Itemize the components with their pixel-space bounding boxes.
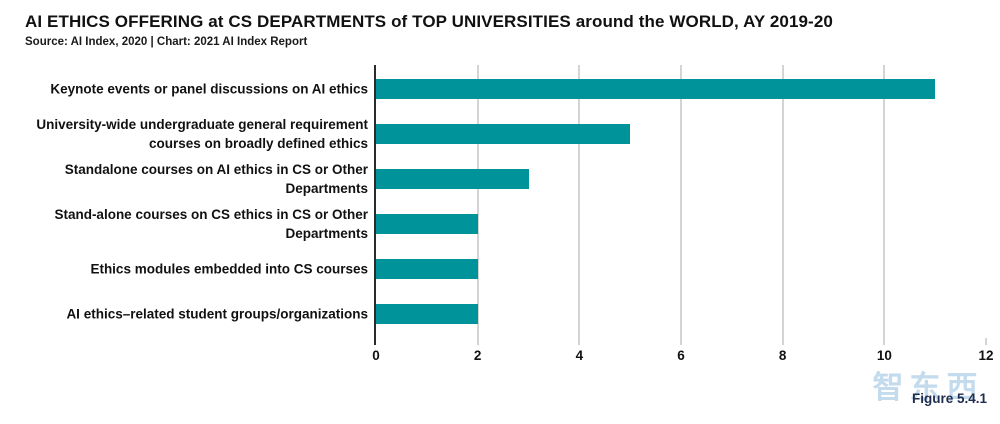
x-tick-label-12: 12 [978,348,994,363]
bar-5 [376,304,478,324]
category-label-5: AI ethics–related student groups/organiz… [66,306,368,322]
x-tick-12 [985,338,987,345]
gridline-x-2 [476,65,479,338]
category-label-3: Stand-alone courses on CS ethics in CS o… [54,207,368,241]
x-tick-8 [781,338,784,345]
bar-1 [376,124,631,144]
gridline-x-6 [680,65,682,338]
x-tick-label-0: 0 [372,348,380,363]
x-tick-label-10: 10 [876,348,892,363]
bar-2 [376,169,529,189]
bar-3 [376,214,478,234]
gridline-x-4 [578,65,581,338]
x-tick-label-6: 6 [677,348,685,363]
x-tick-4 [578,338,581,345]
x-tick-2 [476,338,479,345]
x-tick-label-2: 2 [473,348,482,363]
y-axis-line [374,65,376,345]
x-tick-label-8: 8 [778,348,787,363]
category-label-4: Ethics modules embedded into CS courses [90,261,368,277]
gridline-x-10 [883,65,886,338]
plot-area: 0 2 4 6 8 10 12 [372,65,994,363]
bar-4 [376,259,478,279]
bar-0 [376,79,936,99]
figure-number-label: Figure 5.4.1 [911,391,987,406]
x-tick-10 [883,338,886,345]
gridline-x-8 [781,65,784,338]
watermark-logo: 智东西 [872,370,984,405]
category-label-0: Keynote events or panel discussions on A… [50,81,368,97]
x-tick-label-4: 4 [575,348,584,363]
category-label-1: University-wide undergraduate general re… [36,117,368,151]
chart-title: AI ETHICS OFFERING at CS DEPARTMENTS of … [25,12,833,31]
x-tick-6 [680,338,682,345]
chart-source-caption: Source: AI Index, 2020 | Chart: 2021 AI … [25,36,308,48]
category-label-2: Standalone courses on AI ethics in CS or… [64,162,368,196]
